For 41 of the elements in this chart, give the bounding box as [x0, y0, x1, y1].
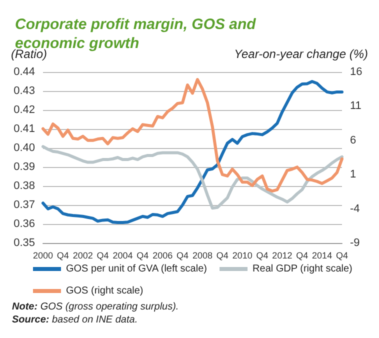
y2-axis-title: Year-on-year change (%): [234, 47, 368, 61]
legend-label: Real GDP (right scale): [252, 264, 352, 274]
y-tick-label: 0.41: [14, 123, 35, 135]
source-note: Source: based on INE data.: [12, 314, 138, 326]
x-tick-label: Q4: [176, 250, 189, 260]
x-tick-label: Q4: [336, 250, 348, 260]
x-tick-label: Q4: [256, 250, 268, 260]
line-series: [42, 80, 344, 224]
y-tick-label: 0.36: [14, 218, 35, 230]
y-tick-label: 0.35: [14, 237, 35, 249]
line-series: [42, 78, 344, 193]
y2-tick-label: 11: [350, 100, 362, 112]
x-tick-label: Q4: [96, 250, 109, 260]
y-tick-label: 0.42: [14, 104, 35, 116]
x-tick-label: 2008: [192, 250, 212, 260]
line-series: [42, 145, 344, 210]
y-tick-label: 0.40: [14, 142, 35, 154]
y-tick-label: 0.39: [14, 161, 35, 173]
x-tick-label: 2014: [312, 250, 332, 260]
x-tick-label: 2010: [232, 250, 252, 260]
x-tick-label: Q4: [56, 250, 69, 260]
x-tick-label: 2002: [72, 250, 93, 260]
y2-tick-label: -4: [350, 202, 360, 215]
y2-tick-label: 6: [350, 134, 356, 146]
y-tick-label: 0.44: [14, 66, 35, 78]
x-tick-label: 2012: [272, 250, 292, 260]
y2-tick-label: 16: [350, 66, 362, 78]
y2-tick-label: 1: [350, 168, 356, 181]
y-tick-label: 0.37: [14, 199, 35, 211]
x-tick-label: 2006: [152, 250, 173, 260]
x-tick-label: 2000: [32, 250, 54, 260]
x-tick-label: 2004: [112, 250, 133, 260]
x-tick-label: Q4: [216, 250, 228, 260]
x-tick-label: Q4: [136, 250, 149, 260]
x-tick-label: Q4: [296, 250, 308, 260]
legend-label: GOS (right scale): [66, 286, 144, 296]
y-tick-label: 0.43: [14, 85, 35, 97]
y2-tick-label: -9: [350, 237, 360, 249]
legend-label: GOS per unit of GVA (left scale): [66, 264, 207, 274]
text: Note: GOS (gross operating surplus).: [12, 302, 179, 312]
y-tick-label: 0.38: [14, 180, 35, 192]
